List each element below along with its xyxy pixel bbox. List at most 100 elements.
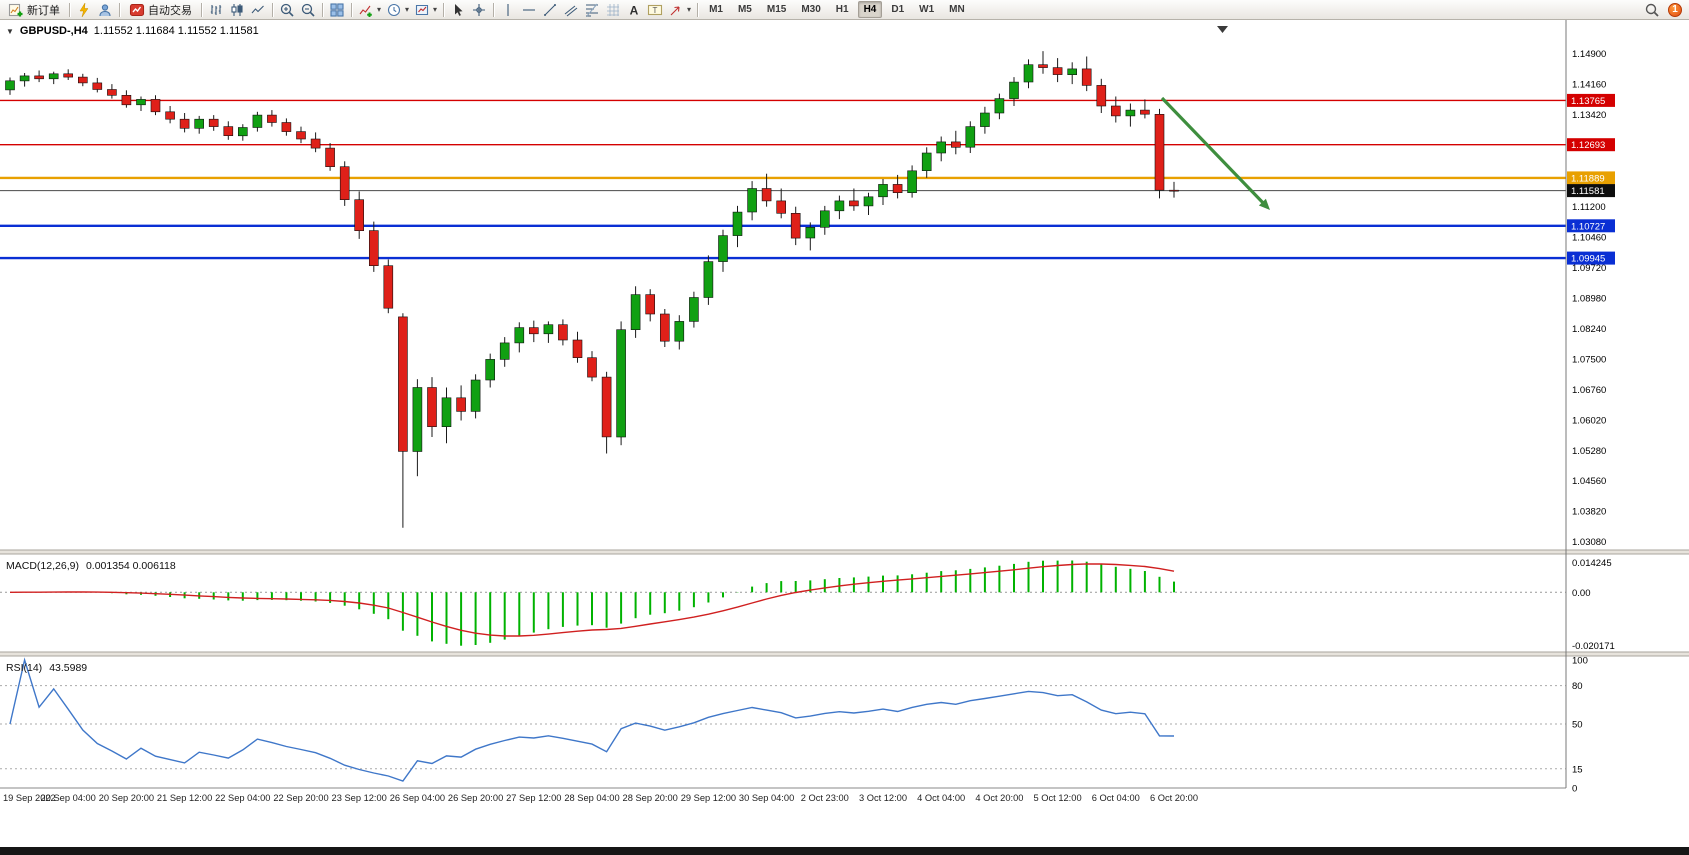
timeframe-m15-button[interactable]: M15 xyxy=(766,4,787,15)
svg-text:4 Oct 04:00: 4 Oct 04:00 xyxy=(917,793,965,803)
svg-text:19 Sep 2022: 19 Sep 2022 xyxy=(3,793,56,803)
svg-text:0.00: 0.00 xyxy=(1572,588,1591,599)
svg-text:1.09945: 1.09945 xyxy=(1571,254,1605,265)
notification-badge[interactable]: 1 xyxy=(1668,2,1682,17)
channel-button[interactable] xyxy=(561,1,581,19)
cursor-icon xyxy=(450,2,466,18)
text-button[interactable]: A xyxy=(624,1,644,19)
timeframe-d1-button[interactable]: D1 xyxy=(891,4,905,15)
svg-text:1.11200: 1.11200 xyxy=(1572,202,1606,213)
scroll-marker-icon xyxy=(1217,26,1228,33)
toolbar-separator xyxy=(351,2,352,17)
chart-area[interactable]: 1.14900 1.14160 1.13420 1.11200 1.10460 1.097… xyxy=(0,20,1689,847)
svg-text:1.07500: 1.07500 xyxy=(1572,355,1606,366)
bar-chart-button[interactable] xyxy=(206,1,226,19)
candle-chart-button[interactable] xyxy=(227,1,247,19)
toolbar-separator xyxy=(322,2,323,17)
timeframe-mn-button[interactable]: MN xyxy=(949,4,965,15)
new-order-button[interactable]: 新订单 xyxy=(3,1,65,19)
price-tag: 1.13765 xyxy=(1567,93,1615,107)
svg-text:1.06760: 1.06760 xyxy=(1572,385,1606,396)
svg-text:1.04560: 1.04560 xyxy=(1572,476,1606,487)
svg-text:1.12693: 1.12693 xyxy=(1571,140,1605,151)
toolbar-separator xyxy=(119,2,120,17)
svg-text:80: 80 xyxy=(1572,681,1583,692)
svg-text:1.13420: 1.13420 xyxy=(1572,110,1606,121)
tile-windows-button[interactable] xyxy=(327,1,347,19)
clock-button[interactable]: ▾ xyxy=(384,1,411,19)
svg-text:1.05280: 1.05280 xyxy=(1572,446,1606,457)
svg-text:100: 100 xyxy=(1572,656,1588,667)
svg-text:5 Oct 12:00: 5 Oct 12:00 xyxy=(1034,793,1082,803)
trendline-button[interactable] xyxy=(540,1,560,19)
candle-chart-icon xyxy=(229,2,245,18)
accounts-icon xyxy=(97,2,113,18)
macd-indicator-name: MACD(12,26,9) xyxy=(6,560,79,572)
toolbar-separator xyxy=(697,2,699,17)
support-resistance-lines[interactable] xyxy=(0,99,1566,260)
accounts-button[interactable] xyxy=(95,1,115,19)
svg-text:1.09720: 1.09720 xyxy=(1572,263,1606,274)
trend-arrow-annotation[interactable] xyxy=(1160,96,1270,210)
search-button[interactable] xyxy=(1642,1,1662,19)
templates-button[interactable]: ▾ xyxy=(412,1,439,19)
svg-text:20 Sep 04:00: 20 Sep 04:00 xyxy=(41,793,96,803)
price-chart-svg[interactable]: 1.14900 1.14160 1.13420 1.11200 1.10460 1.097… xyxy=(0,20,1689,847)
crosshair-button[interactable] xyxy=(469,1,489,19)
grid-button[interactable] xyxy=(603,1,623,19)
text-icon: A xyxy=(626,2,642,18)
fibonacci-button[interactable] xyxy=(582,1,602,19)
vline-button[interactable] xyxy=(498,1,518,19)
ohlc-values: 1.11552 1.11684 1.11552 1.11581 xyxy=(93,25,259,37)
toolbar-separator xyxy=(201,2,202,17)
indicators-button[interactable]: ▾ xyxy=(356,1,383,19)
svg-text:-0.020171: -0.020171 xyxy=(1572,641,1615,652)
timeframe-m30-button[interactable]: M30 xyxy=(801,4,821,15)
text-label-button[interactable]: T xyxy=(645,1,665,19)
autotrade-button[interactable]: 自动交易 xyxy=(124,1,197,19)
trendline-icon xyxy=(542,2,558,18)
indicators-icon xyxy=(358,2,374,18)
timeframe-w1-button[interactable]: W1 xyxy=(919,4,935,15)
svg-text:0: 0 xyxy=(1572,784,1577,795)
svg-text:23 Sep 12:00: 23 Sep 12:00 xyxy=(332,793,387,803)
svg-text:22 Sep 04:00: 22 Sep 04:00 xyxy=(215,793,270,803)
hline-button[interactable] xyxy=(519,1,539,19)
price-tag: 1.11889 xyxy=(1567,171,1615,185)
taskbar-strip xyxy=(0,847,1689,855)
svg-text:26 Sep 20:00: 26 Sep 20:00 xyxy=(448,793,503,803)
timeframe-m5-button[interactable]: M5 xyxy=(737,4,752,15)
timeframe-h4-button[interactable]: H4 xyxy=(857,1,883,18)
price-tag: 1.10727 xyxy=(1567,219,1615,233)
symbol-label: GBPUSD-,H4 xyxy=(19,25,88,37)
macd-signal-line xyxy=(9,563,1175,637)
svg-text:28 Sep 04:00: 28 Sep 04:00 xyxy=(564,793,619,803)
chart-symbol-header: ▼ GBPUSD-,H4 1.11552 1.11684 1.11552 1.1… xyxy=(6,25,259,37)
price-tag: 1.11581 xyxy=(1567,184,1615,198)
timeframe-m1-button[interactable]: M1 xyxy=(709,4,723,15)
toolbar: 新订单 自动交易 ▾ ▾ ▾ A T ▾ M1 M5 M15 M30 H1 H4 D1 W1 MN 1 xyxy=(0,0,1689,20)
svg-text:29 Sep 12:00: 29 Sep 12:00 xyxy=(681,793,736,803)
line-chart-button[interactable] xyxy=(248,1,268,19)
toolbar-separator xyxy=(272,2,273,17)
lightning-button[interactable] xyxy=(74,1,94,19)
svg-text:26 Sep 04:00: 26 Sep 04:00 xyxy=(390,793,445,803)
candlestick-series xyxy=(5,51,1179,528)
zoom-out-icon xyxy=(300,2,316,18)
caret-down-icon: ▾ xyxy=(433,4,438,14)
rsi-indicator-name: RSI(14) xyxy=(6,662,43,674)
grid-icon xyxy=(605,2,621,18)
line-chart-icon xyxy=(250,2,266,18)
svg-text:50: 50 xyxy=(1572,720,1583,731)
zoom-in-button[interactable] xyxy=(277,1,297,19)
timeframe-h1-button[interactable]: H1 xyxy=(835,4,849,15)
zoom-out-button[interactable] xyxy=(298,1,318,19)
shapes-button[interactable]: ▾ xyxy=(666,1,693,19)
rsi-line xyxy=(9,657,1175,782)
autotrade-icon xyxy=(129,2,145,18)
cursor-button[interactable] xyxy=(448,1,468,19)
svg-text:1.03080: 1.03080 xyxy=(1572,537,1606,548)
vline-icon xyxy=(500,2,516,18)
symbol-dropdown-icon[interactable]: ▼ xyxy=(6,26,14,36)
